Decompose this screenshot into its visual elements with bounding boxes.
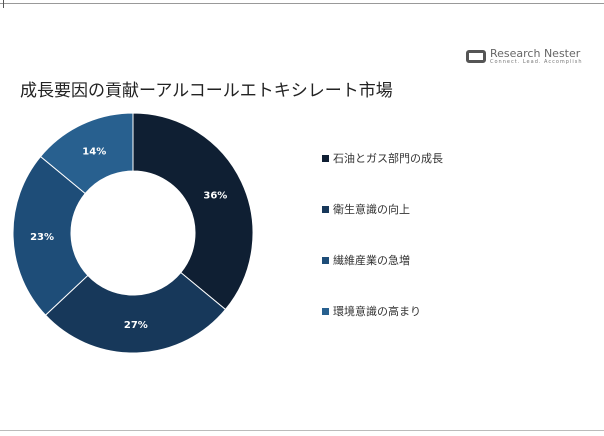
legend-swatch xyxy=(322,256,329,264)
legend-item: 石油とガス部門の成長 xyxy=(322,150,443,166)
logo-tagline: Connect. Lead. Accomplish xyxy=(490,59,583,65)
donut-slice xyxy=(44,271,227,354)
legend-swatch xyxy=(322,205,329,213)
legend-label: 繊維産業の急増 xyxy=(333,254,410,267)
legend: 石油とガス部門の成長 衛生意識の向上 繊維産業の急増 環境意識の高まり xyxy=(322,150,443,354)
data-label: 14% xyxy=(82,147,106,158)
donut-slice xyxy=(12,155,89,316)
data-label: 27% xyxy=(124,320,148,331)
legend-swatch xyxy=(322,307,329,315)
corner-tick xyxy=(3,0,4,8)
top-border xyxy=(0,3,604,4)
legend-swatch xyxy=(322,154,329,162)
data-label: 23% xyxy=(30,232,54,243)
logo-icon xyxy=(466,50,486,63)
logo-name: Research Nester xyxy=(490,47,581,60)
chart-title: 成長要因の貢献ーアルコールエトキシレート市場 xyxy=(20,81,393,101)
legend-item: 衛生意識の向上 xyxy=(322,201,443,217)
legend-label: 衛生意識の向上 xyxy=(333,203,410,216)
legend-label: 石油とガス部門の成長 xyxy=(333,152,443,165)
legend-item: 環境意識の高まり xyxy=(322,303,443,319)
legend-item: 繊維産業の急増 xyxy=(322,252,443,268)
legend-label: 環境意識の高まり xyxy=(333,305,421,318)
data-label: 36% xyxy=(203,190,227,201)
research-nester-logo: Research Nester Connect. Lead. Accomplis… xyxy=(466,48,583,65)
donut-slice xyxy=(132,112,254,311)
bottom-border xyxy=(0,430,604,431)
donut-slice xyxy=(39,112,134,195)
